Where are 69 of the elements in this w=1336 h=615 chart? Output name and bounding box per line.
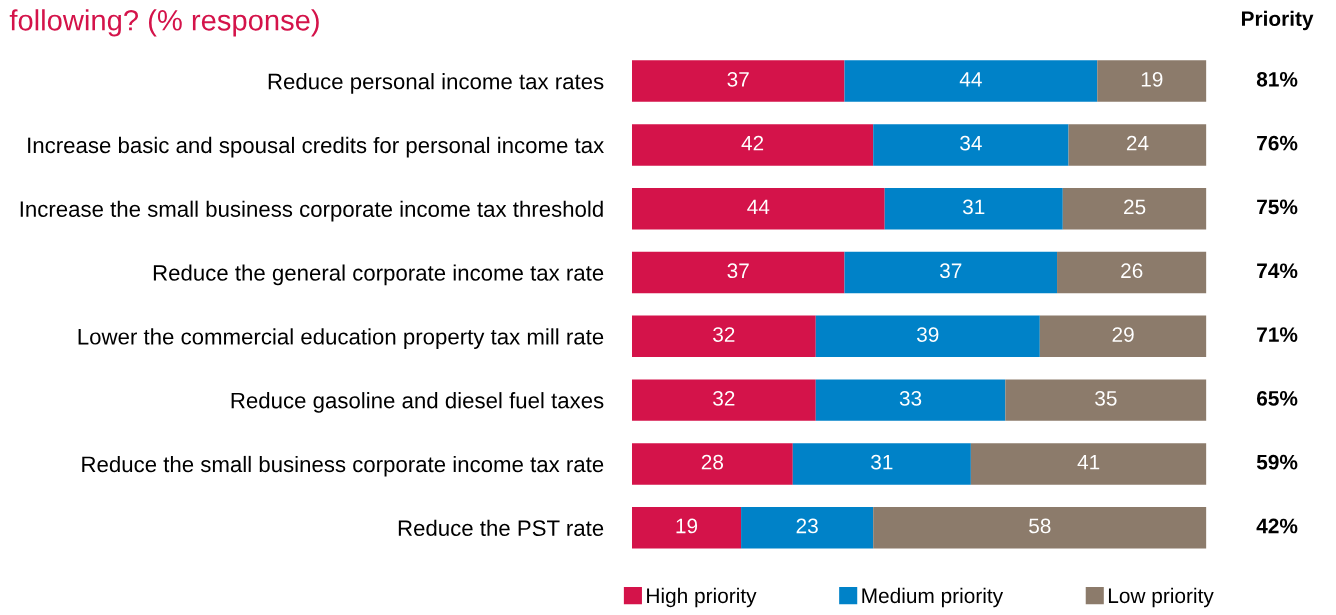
- bar: [844, 251, 1058, 294]
- bar: [741, 507, 874, 549]
- y-tick-label: Lower the commercial education property tax mill rate: [78, 328, 604, 349]
- bar: [873, 124, 1069, 166]
- data-label: 41: [1077, 455, 1100, 470]
- bar: [1005, 379, 1207, 421]
- bar: [631, 187, 885, 230]
- bar: [1039, 315, 1207, 358]
- y-tick-label: Reduce gasoline and diesel fuel taxes: [231, 392, 604, 413]
- data-label: 34: [960, 135, 982, 151]
- bar: [631, 124, 874, 166]
- data-label: 32: [713, 390, 735, 406]
- data-label: 31: [962, 199, 985, 215]
- data-label: 58: [1029, 518, 1051, 534]
- data-label: 37: [727, 71, 749, 87]
- bar: [631, 251, 845, 294]
- data-label: 25: [1124, 199, 1146, 215]
- bar: [884, 187, 1063, 230]
- bar: [631, 60, 845, 102]
- y-tick-label: Increase basic and spousal credits for personal income tax: [28, 136, 604, 158]
- data-label: 19: [676, 518, 698, 534]
- data-label: 44: [959, 72, 982, 87]
- bar: [631, 443, 793, 485]
- bar: [1097, 60, 1207, 102]
- data-label: 26: [1121, 263, 1143, 279]
- text: Priority: [1241, 10, 1314, 31]
- text: 74%: [1257, 263, 1298, 279]
- y-tick-label: Reduce personal income tax rates: [268, 73, 604, 94]
- text: 42%: [1256, 518, 1298, 534]
- text: 71%: [1257, 327, 1298, 342]
- data-label: 44: [747, 199, 770, 215]
- bar: [815, 315, 1040, 358]
- data-label: 33: [899, 390, 922, 406]
- y-tick-label: Reduce the PST rate: [398, 519, 604, 537]
- data-label: 42: [741, 135, 764, 151]
- bar: [815, 379, 1006, 421]
- text: following? (% response): [9, 9, 319, 37]
- legend-label: Low priority: [1108, 587, 1214, 608]
- bar: [873, 507, 1207, 549]
- bar: [631, 507, 742, 549]
- bar: [792, 443, 971, 485]
- data-label: 31: [871, 454, 893, 470]
- text: 81%: [1256, 71, 1298, 87]
- text: 75%: [1257, 199, 1298, 215]
- legend-label: High priority: [647, 587, 757, 608]
- text: 76%: [1257, 135, 1298, 151]
- data-label: 37: [939, 263, 962, 279]
- data-label: 19: [1141, 71, 1163, 87]
- data-label: 32: [713, 327, 735, 342]
- data-label: 28: [701, 454, 724, 470]
- bar: [1062, 187, 1207, 230]
- y-tick-label: Reduce the small business corporate income tax rate: [82, 455, 604, 477]
- bar: [631, 315, 816, 358]
- y-tick-label: Reduce the general corporate income tax rate: [153, 264, 604, 286]
- data-label: 37: [727, 263, 749, 279]
- bar: [631, 379, 816, 421]
- bar: [1057, 251, 1207, 294]
- text: 59%: [1256, 454, 1298, 470]
- data-label: 39: [916, 327, 939, 342]
- bar: [1068, 124, 1207, 166]
- bar: [970, 443, 1207, 485]
- legend-label: Medium priority: [862, 587, 1004, 608]
- data-label: 35: [1095, 390, 1117, 406]
- text: 65%: [1256, 390, 1298, 406]
- bar: [844, 60, 1098, 102]
- data-label: 23: [796, 518, 818, 534]
- data-label: 24: [1126, 135, 1149, 151]
- data-label: 29: [1112, 327, 1134, 342]
- y-tick-label: Increase the small business corporate income tax threshold: [20, 200, 603, 222]
